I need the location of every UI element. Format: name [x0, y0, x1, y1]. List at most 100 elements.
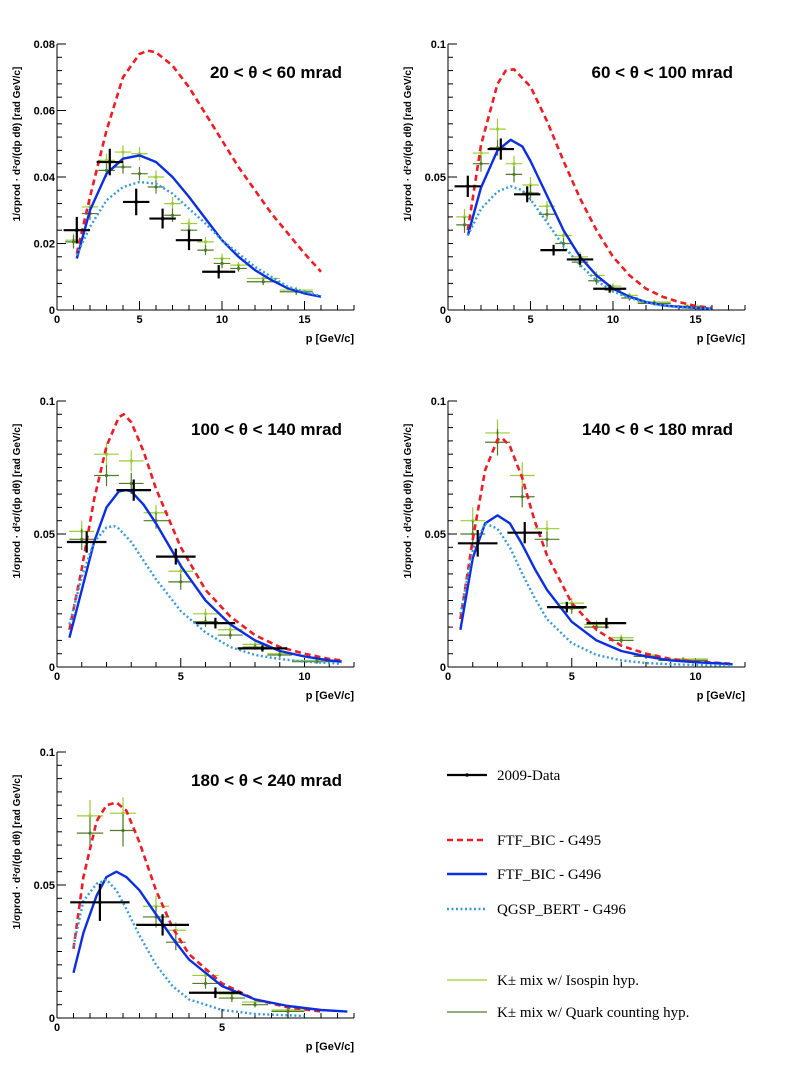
data-point: [507, 522, 543, 544]
qc-marker: [479, 162, 483, 166]
qc-marker: [80, 537, 84, 541]
qc-marker: [88, 831, 92, 835]
curve-ftf-bic-g495: [75, 49, 322, 273]
qc-point: [168, 573, 194, 590]
data-marker: [160, 216, 165, 221]
y-axis-label-text: 1/σprod · d²σ/(dp dθ) [rad GeV/c]: [12, 424, 23, 579]
data-point: [237, 645, 288, 652]
qc-marker: [520, 495, 524, 499]
legend-entry: FTF_BIC - G496: [447, 867, 602, 883]
iso-marker: [88, 814, 92, 818]
legend-label: FTF_BIC - G495: [497, 833, 601, 849]
qc-marker: [203, 981, 208, 986]
qc-marker: [545, 537, 549, 541]
qc-point: [230, 265, 247, 272]
data-marker: [213, 621, 218, 625]
qc-marker: [104, 473, 109, 478]
x-axis-label: p [GeV/c]: [306, 690, 355, 702]
qc-point: [241, 1002, 269, 1008]
qc-marker: [253, 1003, 257, 1007]
data-point: [123, 188, 150, 216]
legend-entry: K± mix w/ Quark counting hyp.: [447, 1005, 689, 1021]
iso-marker: [121, 150, 125, 154]
x-tick-label: 5: [178, 671, 184, 683]
qc-marker: [71, 240, 76, 244]
data-point: [202, 265, 236, 279]
iso-point: [118, 450, 144, 472]
data-marker: [466, 184, 470, 189]
curve-qgsp-bert-g496: [68, 524, 342, 665]
qc-point: [192, 978, 219, 989]
x-tick-label: 0: [54, 314, 60, 326]
qc-marker: [286, 1009, 290, 1013]
curve-ftf-bic-g496: [68, 488, 342, 663]
iso-marker: [121, 811, 125, 815]
x-tick-label: 0: [445, 314, 451, 326]
panel-title: 100 < θ < 140 mrad: [191, 420, 342, 439]
qc-point: [69, 528, 95, 550]
qc-point: [267, 652, 293, 658]
qc-marker: [104, 168, 109, 172]
data-point: [156, 548, 196, 565]
y-axis-label: 1/σprod · d²σ/(dp dθ) [rad GeV/c]: [12, 67, 23, 222]
legend-marker: [465, 773, 469, 777]
y-tick-label: 0.08: [34, 39, 55, 51]
data-point: [70, 883, 130, 921]
y-tick-label: 0: [49, 305, 55, 317]
data-point: [66, 531, 107, 553]
y-tick-label: 0: [49, 1013, 55, 1025]
x-axis-label: p [GeV/c]: [306, 333, 355, 345]
qc-marker: [129, 481, 133, 486]
qc-marker: [462, 223, 467, 227]
data-marker: [108, 160, 112, 164]
qc-marker: [220, 261, 224, 266]
qc-point: [271, 1009, 305, 1014]
x-axis-label: p [GeV/c]: [697, 333, 746, 345]
x-tick-label: 5: [527, 314, 533, 326]
qc-point: [131, 167, 148, 181]
data-point: [175, 230, 203, 251]
data-point: [96, 148, 123, 176]
data-marker: [75, 228, 79, 232]
x-axis-label: p [GeV/c]: [306, 1041, 355, 1053]
y-tick-label: 0.1: [431, 39, 446, 51]
legend-entry: QGSP_BERT - G496: [447, 902, 626, 918]
data-marker: [160, 923, 165, 927]
data-marker: [565, 605, 569, 609]
data-marker: [187, 238, 191, 242]
legend-entry: 2009-Data: [447, 768, 561, 784]
iso-marker: [154, 175, 158, 179]
y-tick-label: 0.05: [425, 529, 446, 541]
qc-marker: [236, 266, 241, 271]
data-point: [457, 530, 498, 557]
iso-marker: [179, 569, 183, 573]
iso-point: [489, 118, 506, 140]
x-tick-label: 0: [445, 671, 451, 683]
qc-point: [94, 464, 119, 487]
qc-point: [509, 486, 535, 508]
qc-point: [534, 531, 560, 548]
y-tick-label: 0.05: [34, 880, 55, 892]
y-tick-label: 0: [440, 305, 446, 317]
iso-marker: [528, 183, 533, 187]
y-tick-label: 0.02: [34, 239, 55, 251]
data-marker: [174, 554, 178, 559]
data-marker: [551, 248, 556, 252]
qc-point: [109, 814, 137, 847]
legend: 2009-Data FTF_BIC - G495 FTF_BIC - G496 QGS…: [447, 768, 689, 1021]
legend-label: QGSP_BERT - G496: [497, 902, 626, 918]
y-axis-label-text: 1/σprod · d²σ/(dp dθ) [rad GeV/c]: [403, 424, 414, 579]
y-tick-label: 0.06: [34, 106, 55, 118]
iso-point: [114, 145, 132, 159]
y-tick-label: 0.1: [40, 747, 55, 759]
qc-point: [147, 180, 165, 194]
data-point: [63, 216, 90, 244]
curve-ftf-bic-g496: [75, 154, 322, 298]
legend-label: FTF_BIC - G496: [497, 867, 602, 883]
qc-marker: [170, 213, 175, 217]
data-point: [547, 601, 587, 613]
data-marker: [522, 530, 527, 535]
legend-label: K± mix w/ Quark counting hyp.: [497, 1005, 689, 1021]
data-marker: [525, 192, 529, 197]
